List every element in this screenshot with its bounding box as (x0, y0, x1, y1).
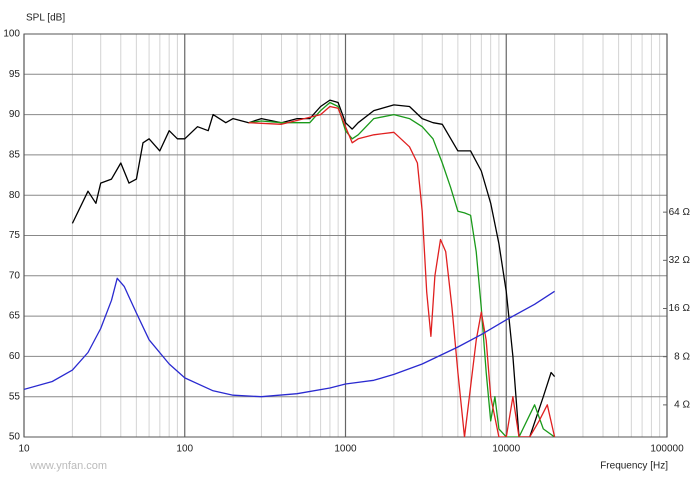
y2-tick-label: 64 Ω (669, 207, 691, 218)
y2-tick-label: 16 Ω (669, 303, 691, 314)
y-tick-label: 65 (9, 311, 21, 322)
series-line (24, 277, 555, 398)
x-tick-label: 1000 (334, 444, 357, 455)
y-tick-label: 70 (9, 270, 21, 281)
y-tick-label: 95 (9, 69, 21, 80)
y2-tick-label: 4 Ω (674, 400, 690, 411)
x-tick-label: 100000 (650, 444, 684, 455)
y-tick-label: 85 (9, 150, 21, 161)
x-tick-label: 10000 (492, 444, 520, 455)
y-tick-label: 50 (9, 432, 21, 443)
plot-frame (23, 33, 668, 438)
series-line (71, 99, 556, 437)
x-tick-label: 10 (18, 444, 30, 455)
watermark: www.ynfan.com (29, 460, 107, 472)
y2-tick-label: 8 Ω (674, 351, 690, 362)
plot-area (24, 99, 556, 437)
y-tick-label: 55 (9, 391, 21, 402)
y-tick-label: 75 (9, 230, 21, 241)
y-axis-title: SPL [dB] (26, 13, 65, 24)
series-line (248, 101, 555, 437)
x-axis-title: Frequency [Hz] (600, 461, 668, 472)
y2-tick-label: 32 Ω (669, 255, 691, 266)
y-tick-label: 90 (9, 109, 21, 120)
y-tick-label: 100 (3, 29, 20, 40)
y-tick-label: 80 (9, 190, 21, 201)
x-tick-label: 100 (176, 444, 193, 455)
series-line (248, 105, 556, 437)
y-tick-label: 60 (9, 351, 21, 362)
